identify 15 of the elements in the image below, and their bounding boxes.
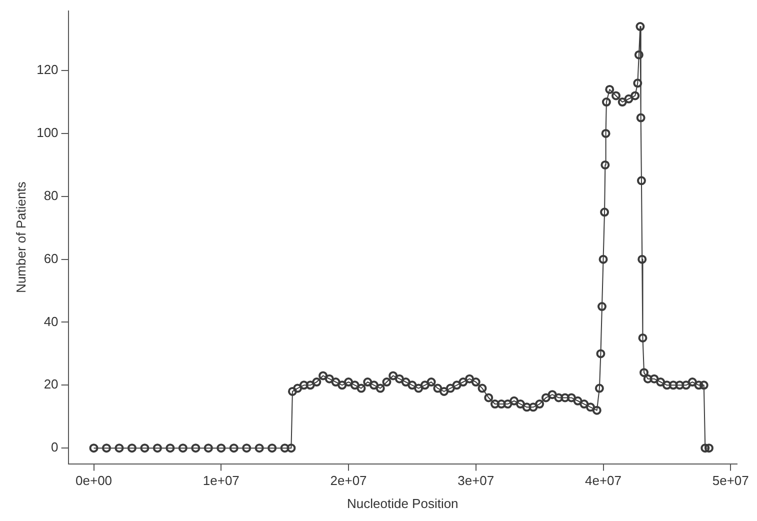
y-tick-label: 40 <box>44 314 58 329</box>
y-tick-label: 100 <box>36 125 58 140</box>
y-tick-label: 60 <box>44 250 58 266</box>
y-axis-title: Number of Patients <box>13 181 28 293</box>
y-tick-label: 0 <box>51 440 58 455</box>
y-tick-label: 20 <box>44 376 58 392</box>
x-tick-label: 4e+07 <box>585 473 622 488</box>
x-tick-label: 5e+07 <box>712 473 749 488</box>
x-axis-title: Nucleotide Position <box>346 496 458 511</box>
y-tick-label: 80 <box>44 188 58 203</box>
x-tick-label: 1e+07 <box>202 473 240 488</box>
x-tick-label: 3e+07 <box>458 473 494 488</box>
x-tick-label: 0e+00 <box>76 473 112 488</box>
y-tick-label: 120 <box>36 62 58 78</box>
x-tick-label: 2e+07 <box>330 473 367 488</box>
